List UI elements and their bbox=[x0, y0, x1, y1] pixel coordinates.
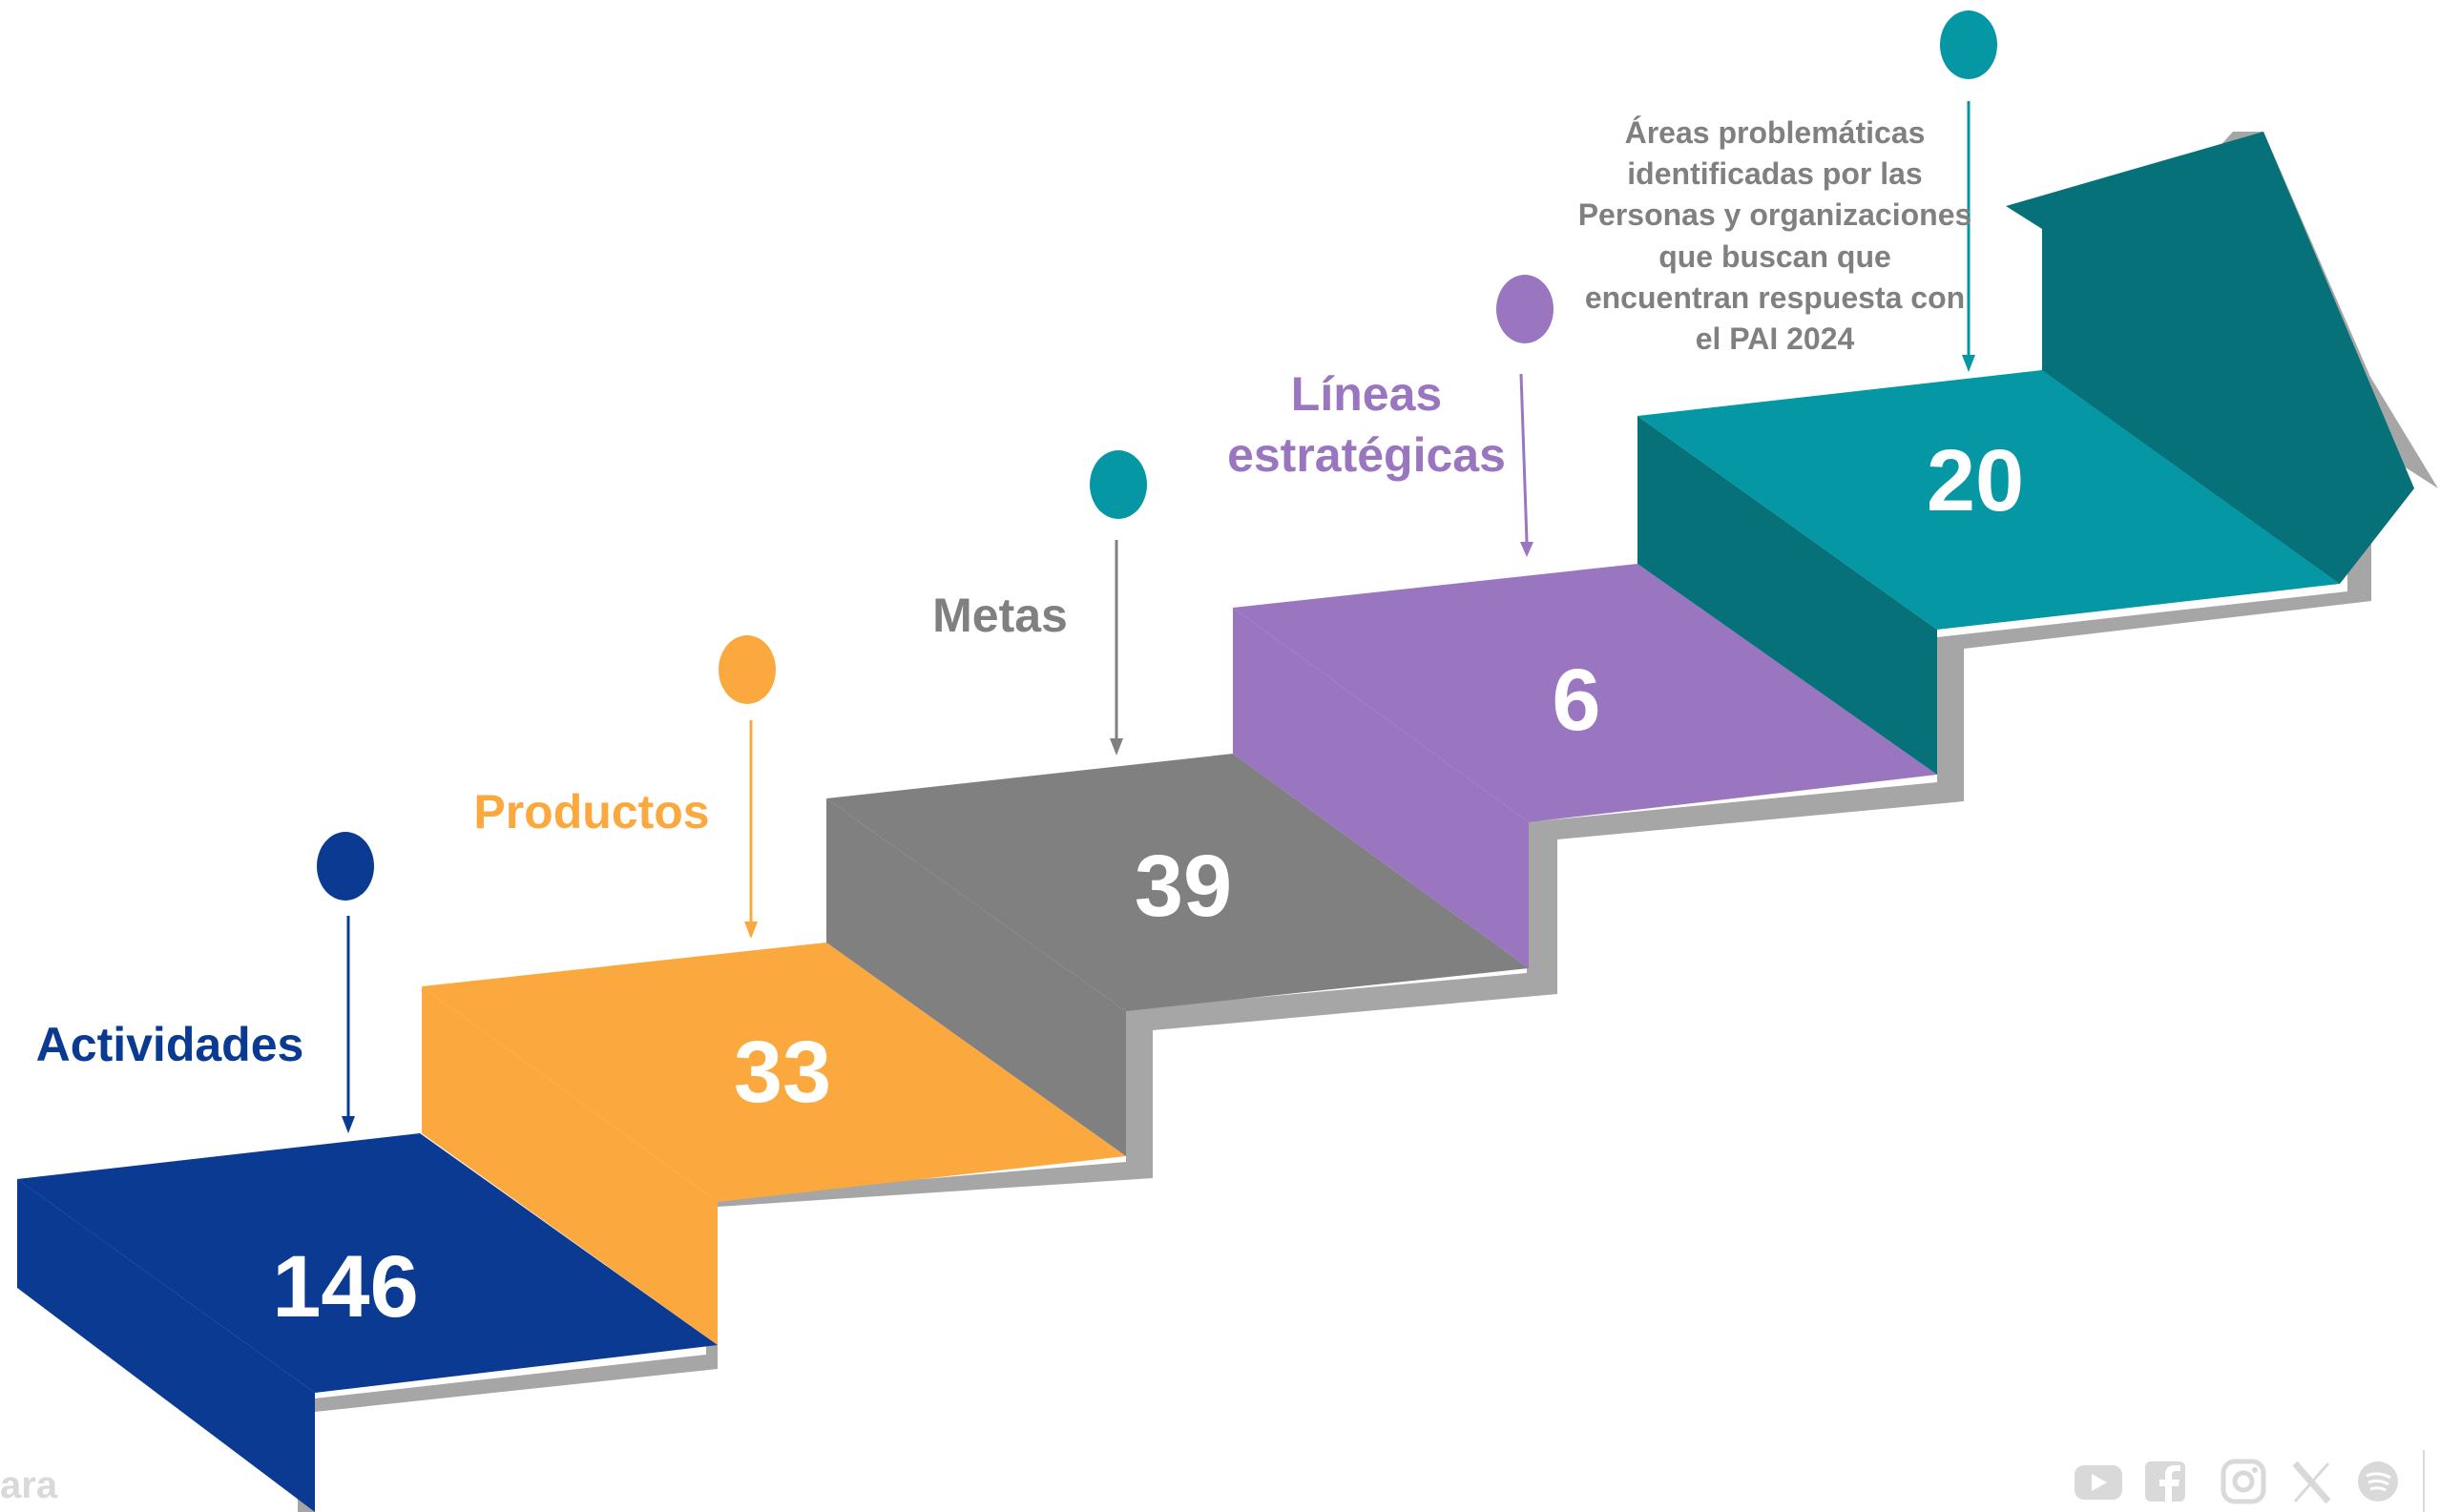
label-lineas-line-1: Líneas bbox=[1291, 367, 1442, 421]
step-2-value: 33 bbox=[734, 1024, 831, 1121]
instagram-icon[interactable] bbox=[2221, 1459, 2266, 1504]
step-4-value: 6 bbox=[1552, 652, 1600, 749]
marker-4-arrowhead bbox=[1520, 542, 1533, 557]
step-1-actividades bbox=[17, 1133, 718, 1512]
marker-1-arrowhead bbox=[342, 1116, 355, 1133]
arrow-face-fix bbox=[2042, 229, 2340, 584]
marker-5-arrowhead bbox=[1962, 355, 1975, 372]
marker-3-arrowhead bbox=[1110, 738, 1123, 756]
step-4-top bbox=[1233, 564, 1937, 822]
step-1-riser bbox=[17, 1179, 315, 1512]
marker-2-dot bbox=[719, 635, 776, 704]
step-3-metas bbox=[826, 754, 1529, 1156]
marker-1 bbox=[317, 832, 374, 1133]
description-line-4: que buscan que bbox=[1658, 239, 1891, 274]
step-5-riser bbox=[1637, 416, 1937, 775]
marker-3 bbox=[1090, 450, 1147, 756]
arrow-head bbox=[2006, 132, 2414, 584]
description-line-2: identificadas por las bbox=[1627, 156, 1922, 191]
step-3-value: 39 bbox=[1135, 838, 1232, 935]
label-metas: Metas bbox=[932, 589, 1068, 642]
description-line-1: Áreas problemáticas bbox=[1625, 115, 1926, 150]
marker-4-dot bbox=[1496, 275, 1554, 343]
marker-4 bbox=[1496, 275, 1554, 557]
step-1-value: 146 bbox=[272, 1238, 419, 1336]
marker-1-dot bbox=[317, 832, 374, 901]
step-5-areas bbox=[1637, 370, 2340, 775]
marker-4-stem bbox=[1519, 373, 1529, 543]
description-line-3: Personas y organizaciones bbox=[1578, 197, 1972, 232]
marker-2-arrowhead bbox=[744, 922, 758, 939]
step-2-top bbox=[422, 942, 1126, 1202]
marker-3-dot bbox=[1090, 450, 1147, 519]
facebook-icon[interactable] bbox=[2145, 1461, 2185, 1502]
step-4-riser bbox=[1233, 608, 1529, 968]
description-line-5: encuentran respuesta con bbox=[1585, 280, 1965, 315]
step-2-productos bbox=[422, 942, 1126, 1345]
label-productos: Productos bbox=[473, 785, 709, 839]
areas-description: Áreas problemáticas identificadas por la… bbox=[1578, 115, 1972, 356]
marker-5-dot bbox=[1940, 10, 1997, 79]
label-actividades: Actividades bbox=[36, 1018, 304, 1071]
step-5-top bbox=[1637, 370, 2340, 630]
x-icon[interactable] bbox=[2292, 1460, 2331, 1504]
spotify-icon[interactable] bbox=[2358, 1461, 2398, 1502]
social-icons bbox=[2075, 1450, 2425, 1512]
step-5-value: 20 bbox=[1927, 432, 2024, 529]
footer-left-text: ara bbox=[0, 1464, 58, 1506]
marker-2 bbox=[719, 635, 776, 939]
youtube-icon[interactable] bbox=[2075, 1465, 2122, 1500]
label-lineas-line-2: estratégicas bbox=[1227, 428, 1506, 482]
description-line-6: el PAI 2024 bbox=[1696, 321, 1855, 356]
step-4-lineas bbox=[1233, 564, 1937, 968]
step-2-riser bbox=[422, 986, 718, 1345]
marker-5 bbox=[1940, 10, 1997, 372]
step-3-top bbox=[826, 754, 1529, 1011]
step-1-top bbox=[17, 1133, 718, 1393]
step-3-riser bbox=[826, 798, 1126, 1156]
